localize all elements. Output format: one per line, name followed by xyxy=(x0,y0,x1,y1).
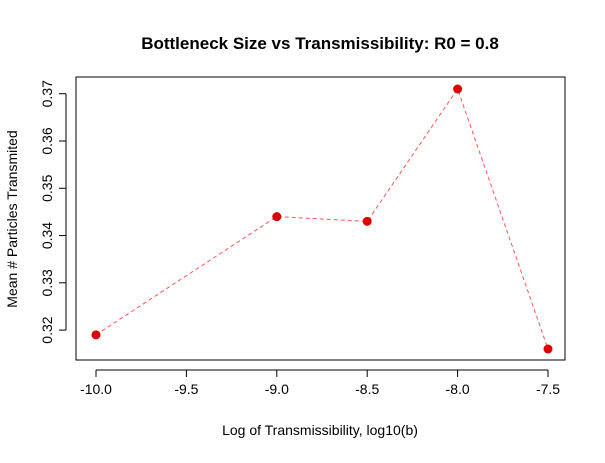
y-tick-label: 0.35 xyxy=(39,174,55,201)
y-tick-label: 0.34 xyxy=(39,222,55,249)
x-tick-label: -10.0 xyxy=(80,381,112,397)
series-layer xyxy=(91,84,553,354)
y-tick-label: 0.32 xyxy=(39,316,55,343)
y-axis: 0.32 0.33 0.34 0.35 0.36 0.37 xyxy=(39,80,67,344)
series-line xyxy=(95,87,549,350)
chart-title: Bottleneck Size vs Transmissibility: R0 … xyxy=(141,34,499,53)
y-tick-label: 0.33 xyxy=(39,269,55,296)
plot-box xyxy=(75,76,566,361)
x-tick-label: -8.5 xyxy=(355,381,379,397)
x-tick-label: -8.0 xyxy=(446,381,470,397)
data-point xyxy=(272,212,282,222)
x-axis: -10.0 -9.5 -9.0 -8.5 -8.0 -7.5 xyxy=(80,369,560,397)
y-axis-label: Mean # Particles Transmited xyxy=(4,130,20,307)
y-tick-label: 0.36 xyxy=(39,127,55,154)
y-tick-label: 0.37 xyxy=(39,80,55,107)
x-tick-label: -7.5 xyxy=(536,381,560,397)
data-point xyxy=(543,344,553,354)
x-tick-label: -9.5 xyxy=(174,381,198,397)
data-point xyxy=(91,330,101,340)
data-point xyxy=(362,216,372,226)
x-axis-label: Log of Transmissibility, log10(b) xyxy=(222,422,418,438)
data-point xyxy=(453,84,463,94)
x-tick-label: -9.0 xyxy=(265,381,289,397)
